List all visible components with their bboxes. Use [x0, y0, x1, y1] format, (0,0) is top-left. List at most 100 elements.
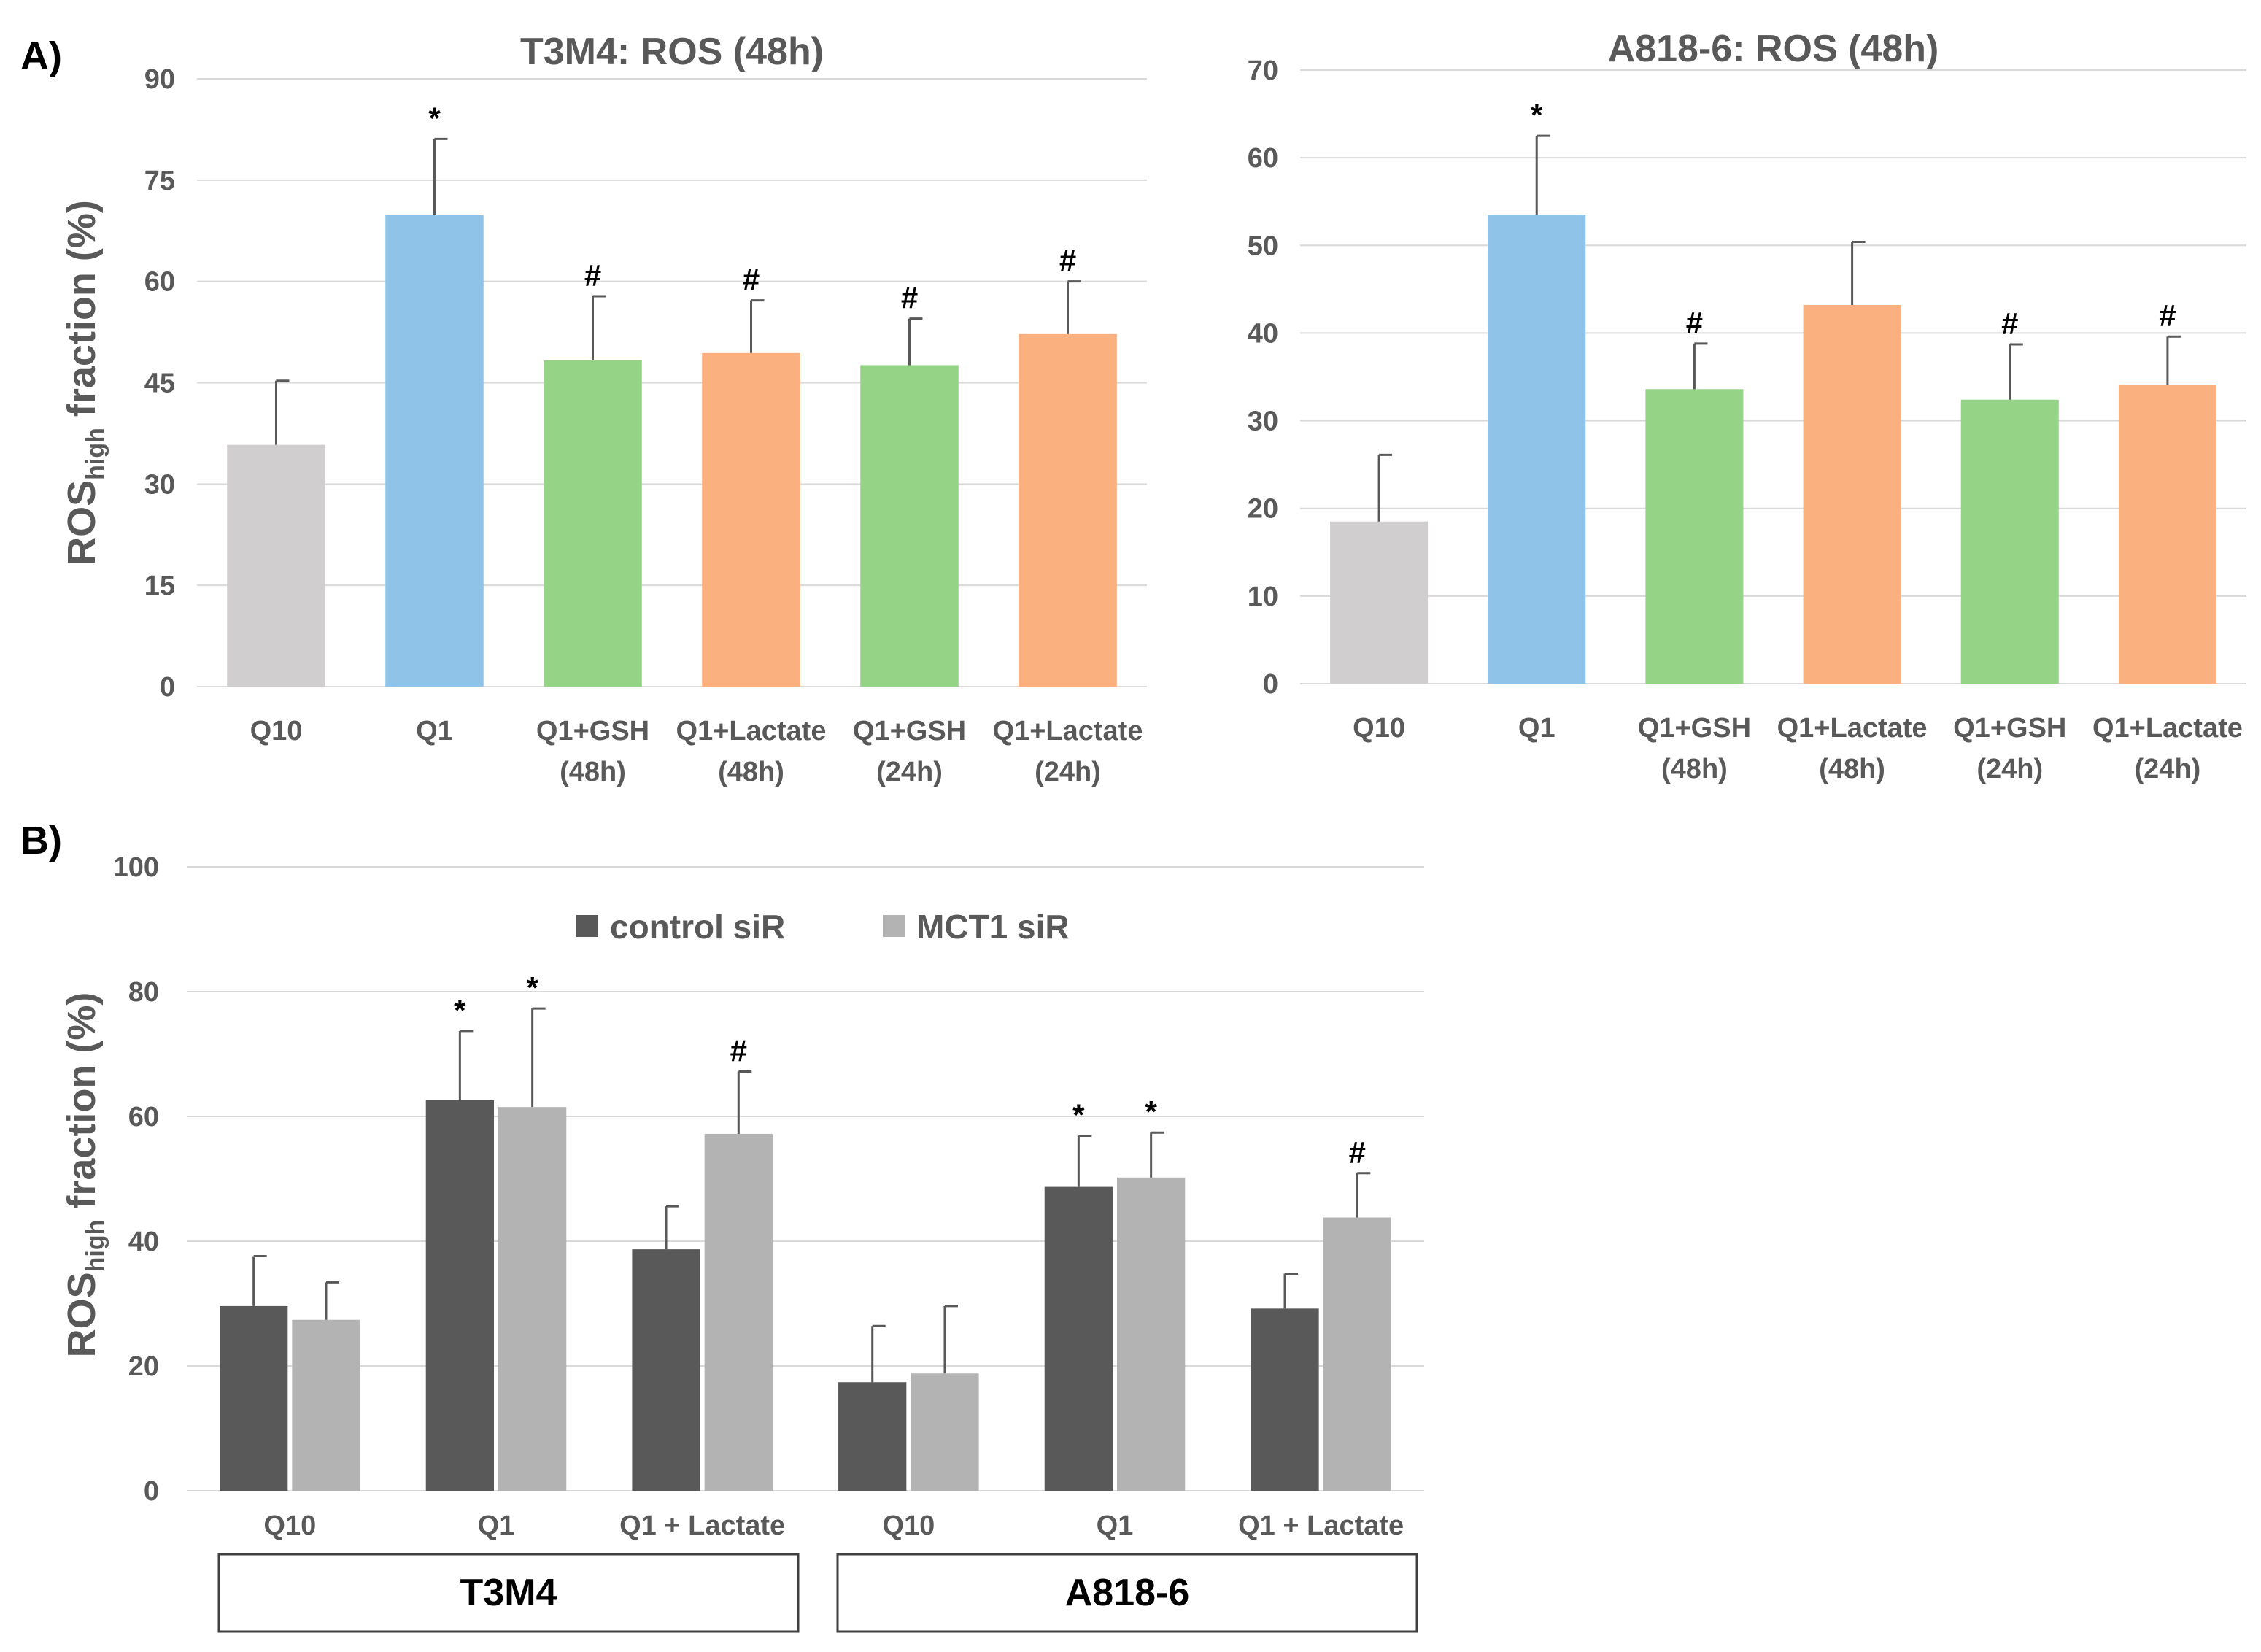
y-tick-label: 0	[144, 1476, 159, 1507]
legend: control siR MCT1 siR	[576, 908, 1070, 946]
significance-mark: #	[2159, 298, 2176, 333]
bar	[2118, 385, 2216, 684]
group-box-frame	[836, 1553, 1418, 1633]
significance-mark: *	[1072, 1098, 1085, 1132]
bar	[1960, 399, 2059, 684]
y-tick-label: 100	[113, 852, 159, 883]
y-tick-label: 15	[144, 571, 175, 601]
legend-label: MCT1 siR	[916, 908, 1070, 946]
group-label: A818-6	[1065, 1572, 1190, 1614]
x-tick-label: (24h)	[1976, 754, 2043, 784]
y-tick-label: 0	[160, 672, 175, 703]
significance-mark: #	[1349, 1135, 1366, 1170]
chart-a818-ros: A818-6: ROS (48h) 0 10 20 30 40 50 60 70 Q10 * Q1 # Q…	[1248, 28, 2246, 784]
x-tick-label: (48h)	[1661, 754, 1728, 784]
bar	[1330, 521, 1429, 684]
x-tick-label: Q1	[1518, 713, 1555, 744]
bar	[911, 1373, 979, 1491]
y-tick-label: 30	[1248, 406, 1278, 437]
bar	[838, 1382, 907, 1491]
significance-mark: *	[428, 101, 441, 135]
bar	[1323, 1217, 1391, 1491]
x-tick-label: Q10	[250, 716, 303, 746]
x-tick-label: Q1+GSH	[1638, 713, 1751, 744]
bar	[498, 1107, 567, 1491]
legend-swatch	[883, 915, 905, 937]
x-tick-label: Q1	[478, 1510, 515, 1541]
group-label: T3M4	[460, 1572, 557, 1614]
y-tick-label: 10	[1248, 582, 1278, 612]
significance-mark: #	[743, 263, 760, 297]
x-tick-label: Q1 + Lactate	[1238, 1510, 1404, 1541]
significance-mark: #	[1686, 306, 1703, 340]
significance-mark: *	[526, 970, 538, 1005]
bar	[860, 365, 959, 687]
x-tick-label: Q1+GSH	[536, 716, 649, 746]
y-tick-label: 60	[1248, 143, 1278, 174]
legend-swatch	[576, 915, 598, 937]
bar	[385, 215, 484, 687]
bar	[704, 1133, 773, 1491]
x-tick-label: Q10	[1353, 713, 1405, 744]
x-tick-label: Q1+Lactate	[676, 716, 827, 746]
group-box: T3M4	[217, 1553, 800, 1633]
x-tick-label: (24h)	[2135, 754, 2201, 784]
bar	[1803, 304, 1901, 684]
bar	[702, 352, 800, 687]
y-axis-label: ROShigh fraction (%)	[60, 992, 109, 1358]
x-tick-label: Q10	[882, 1510, 935, 1541]
bar	[1251, 1308, 1319, 1491]
y-tick-label: 70	[1248, 55, 1278, 86]
bar	[1117, 1177, 1186, 1491]
bar	[425, 1100, 494, 1491]
x-tick-label: Q1+Lactate	[993, 716, 1143, 746]
y-tick-label: 60	[144, 267, 175, 298]
x-tick-label: (48h)	[560, 757, 626, 787]
y-tick-label: 80	[128, 977, 159, 1008]
bar	[292, 1319, 360, 1491]
bar	[632, 1249, 700, 1491]
x-tick-label: Q1	[1097, 1510, 1134, 1541]
y-tick-label: 30	[144, 469, 175, 500]
panel-a-label: A)	[20, 34, 62, 78]
chart-title: A818-6: ROS (48h)	[1608, 28, 1939, 70]
chart-title: T3M4: ROS (48h)	[520, 31, 824, 73]
x-tick-label: Q1	[416, 716, 453, 746]
y-tick-label: 20	[128, 1351, 159, 1382]
x-tick-label: Q1 + Lactate	[619, 1510, 785, 1541]
bar	[1019, 333, 1117, 687]
x-tick-label: Q1+GSH	[853, 716, 966, 746]
y-tick-label: 45	[144, 368, 175, 399]
group-box-frame	[217, 1553, 800, 1633]
x-tick-label: (24h)	[1035, 757, 1101, 787]
significance-mark: #	[901, 281, 918, 315]
x-tick-label: (24h)	[876, 757, 943, 787]
significance-mark: #	[2001, 306, 2018, 341]
y-tick-label: 0	[1263, 669, 1278, 700]
y-tick-label: 75	[144, 166, 175, 196]
y-tick-label: 60	[128, 1102, 159, 1132]
x-tick-label: Q1+GSH	[1953, 713, 2066, 744]
bar	[1645, 389, 1744, 684]
x-tick-label: Q10	[263, 1510, 316, 1541]
bar	[1488, 215, 1586, 684]
y-tick-label: 40	[1248, 318, 1278, 349]
significance-mark: #	[584, 258, 601, 293]
x-tick-label: Q1+Lactate	[1777, 713, 1928, 744]
bar	[544, 360, 642, 687]
x-tick-label: (48h)	[718, 757, 784, 787]
panel-b-label: B)	[20, 819, 62, 862]
y-tick-label: 40	[128, 1227, 159, 1257]
bar	[227, 444, 325, 687]
y-tick-label: 20	[1248, 494, 1278, 525]
legend-label: control siR	[610, 908, 785, 946]
y-axis-label: ROShigh fraction (%)	[60, 200, 109, 566]
group-box: A818-6	[836, 1553, 1418, 1633]
chart-sirna-ros: 0 20 40 60 80 100 ROShigh fraction (%) control …	[60, 852, 1424, 1633]
x-tick-label: (48h)	[1819, 754, 1885, 784]
significance-mark: *	[454, 993, 466, 1027]
bar	[220, 1305, 288, 1491]
y-tick-label: 50	[1248, 231, 1278, 261]
significance-mark: #	[1059, 244, 1076, 278]
